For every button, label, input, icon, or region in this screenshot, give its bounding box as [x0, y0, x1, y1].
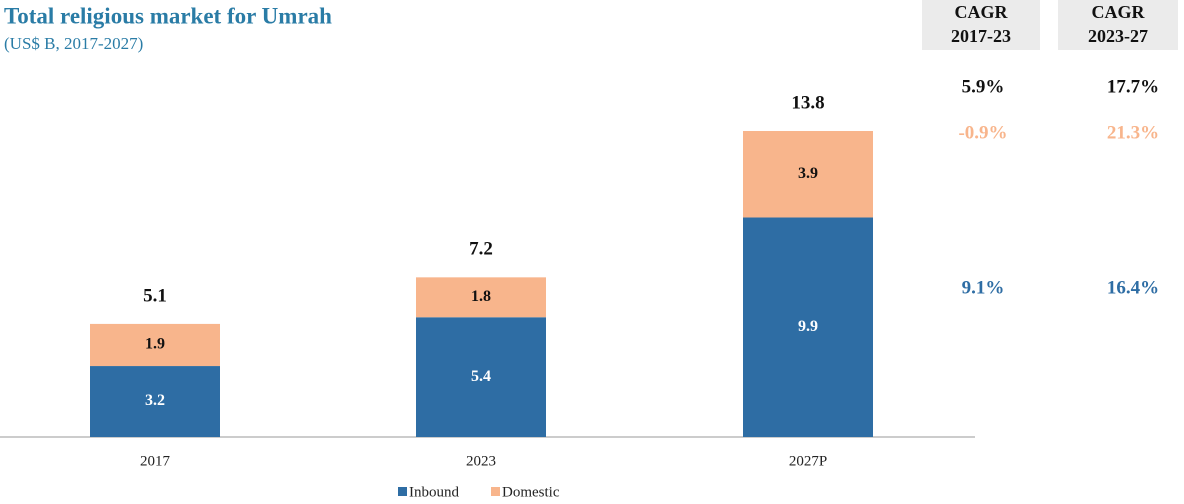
cagr-value: 9.1% — [962, 277, 1005, 298]
x-tick-label: 2027P — [789, 453, 827, 469]
x-tick-label: 2017 — [140, 453, 171, 469]
bar-segment — [90, 366, 220, 437]
cagr-value: 21.3% — [1107, 122, 1159, 143]
data-label: 5.4 — [471, 368, 491, 385]
total-label: 13.8 — [791, 92, 824, 113]
cagr-value: 16.4% — [1107, 277, 1159, 298]
cagr-header: 2023-27 — [1088, 26, 1148, 46]
cagr-value: -0.9% — [958, 122, 1007, 143]
bar-segment — [416, 317, 546, 437]
cagr-header: 2017-23 — [951, 26, 1011, 46]
legend-swatch — [398, 487, 407, 496]
total-label: 5.1 — [143, 285, 167, 306]
cagr-value: 17.7% — [1107, 76, 1159, 97]
chart-title: Total religious market for Umrah — [4, 3, 332, 28]
x-tick-label: 2023 — [466, 453, 496, 469]
cagr-value: 5.9% — [962, 76, 1005, 97]
cagr-header: CAGR — [1092, 2, 1146, 22]
data-label: 3.2 — [145, 392, 165, 409]
legend-label: Domestic — [502, 484, 560, 500]
bar-segment — [743, 131, 873, 218]
legend-swatch — [491, 487, 500, 496]
bar-segment — [416, 277, 546, 318]
data-label: 3.9 — [798, 165, 818, 182]
bar-segment — [90, 323, 220, 367]
legend-label: Inbound — [409, 484, 459, 500]
cagr-header-cell — [922, 0, 1040, 50]
bar-segment — [743, 217, 873, 437]
data-label: 9.9 — [798, 318, 818, 335]
chart-subtitle: (US$ B, 2017-2027) — [4, 34, 143, 53]
data-label: 1.9 — [145, 336, 165, 353]
cagr-header-cell — [1058, 0, 1178, 50]
cagr-header: CAGR — [955, 2, 1009, 22]
data-label: 1.8 — [471, 288, 491, 305]
total-label: 7.2 — [469, 239, 493, 260]
